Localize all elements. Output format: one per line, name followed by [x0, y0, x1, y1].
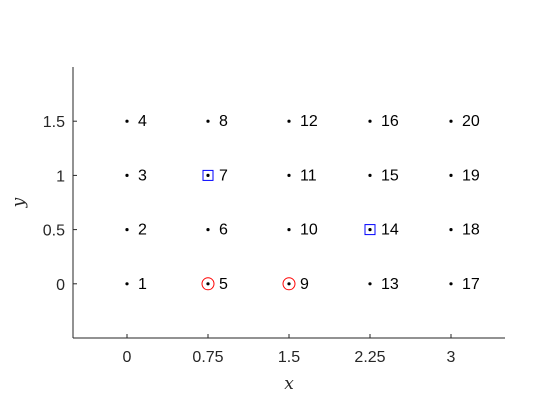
- point-label: 4: [138, 113, 147, 130]
- data-point: [287, 173, 291, 177]
- point-label: 10: [300, 222, 318, 239]
- data-point: [125, 119, 129, 123]
- data-point: [449, 282, 453, 286]
- data-point: [125, 228, 129, 232]
- data-point: [368, 282, 372, 286]
- square-marker: [364, 224, 376, 236]
- point-label: 6: [219, 222, 228, 239]
- y-tick-label: 1: [56, 168, 65, 185]
- data-point: [287, 119, 291, 123]
- data-point: [449, 119, 453, 123]
- data-point: [368, 173, 372, 177]
- point-label: 14: [381, 222, 399, 239]
- circle-marker: [201, 277, 215, 291]
- data-point: [449, 173, 453, 177]
- data-point: [206, 119, 210, 123]
- y-tick-label: 0.5: [43, 223, 65, 240]
- x-tick-label: 0: [123, 349, 132, 366]
- point-label: 18: [462, 222, 480, 239]
- x-tick-label: 3: [447, 349, 456, 366]
- chart-marks: [125, 119, 453, 291]
- y-tick-label: 0: [56, 277, 65, 294]
- data-point: [368, 119, 372, 123]
- data-point: [206, 282, 210, 286]
- point-label: 12: [300, 113, 318, 130]
- point-label: 7: [219, 167, 228, 184]
- point-label: 2: [138, 222, 147, 239]
- data-point: [125, 282, 129, 286]
- point-label: 16: [381, 113, 399, 130]
- data-point: [368, 228, 372, 232]
- data-point: [287, 228, 291, 232]
- data-point: [125, 173, 129, 177]
- y-axis-label: y: [9, 197, 29, 208]
- point-label: 17: [462, 276, 480, 293]
- axes: 0 0.75 1.5 2.25 3 0 0.5 1 1.5: [43, 67, 505, 366]
- data-point: [449, 228, 453, 232]
- point-label: 11: [300, 167, 317, 184]
- point-label: 3: [138, 167, 147, 184]
- y-tick-label: 1.5: [43, 114, 65, 131]
- data-point: [206, 228, 210, 232]
- point-label: 9: [300, 276, 309, 293]
- square-marker: [202, 169, 214, 181]
- x-axis-label: x: [284, 374, 294, 394]
- data-point: [206, 173, 210, 177]
- point-label: 8: [219, 113, 228, 130]
- point-label: 5: [219, 276, 228, 293]
- point-label: 20: [462, 113, 480, 130]
- point-label: 13: [381, 276, 399, 293]
- x-tick-label: 2.25: [354, 349, 385, 366]
- point-label: 1: [138, 276, 147, 293]
- x-tick-label: 0.75: [192, 349, 223, 366]
- data-point: [287, 282, 291, 286]
- x-tick-label: 1.5: [278, 349, 300, 366]
- point-label: 15: [381, 167, 399, 184]
- circle-marker: [282, 277, 296, 291]
- point-label: 19: [462, 167, 480, 184]
